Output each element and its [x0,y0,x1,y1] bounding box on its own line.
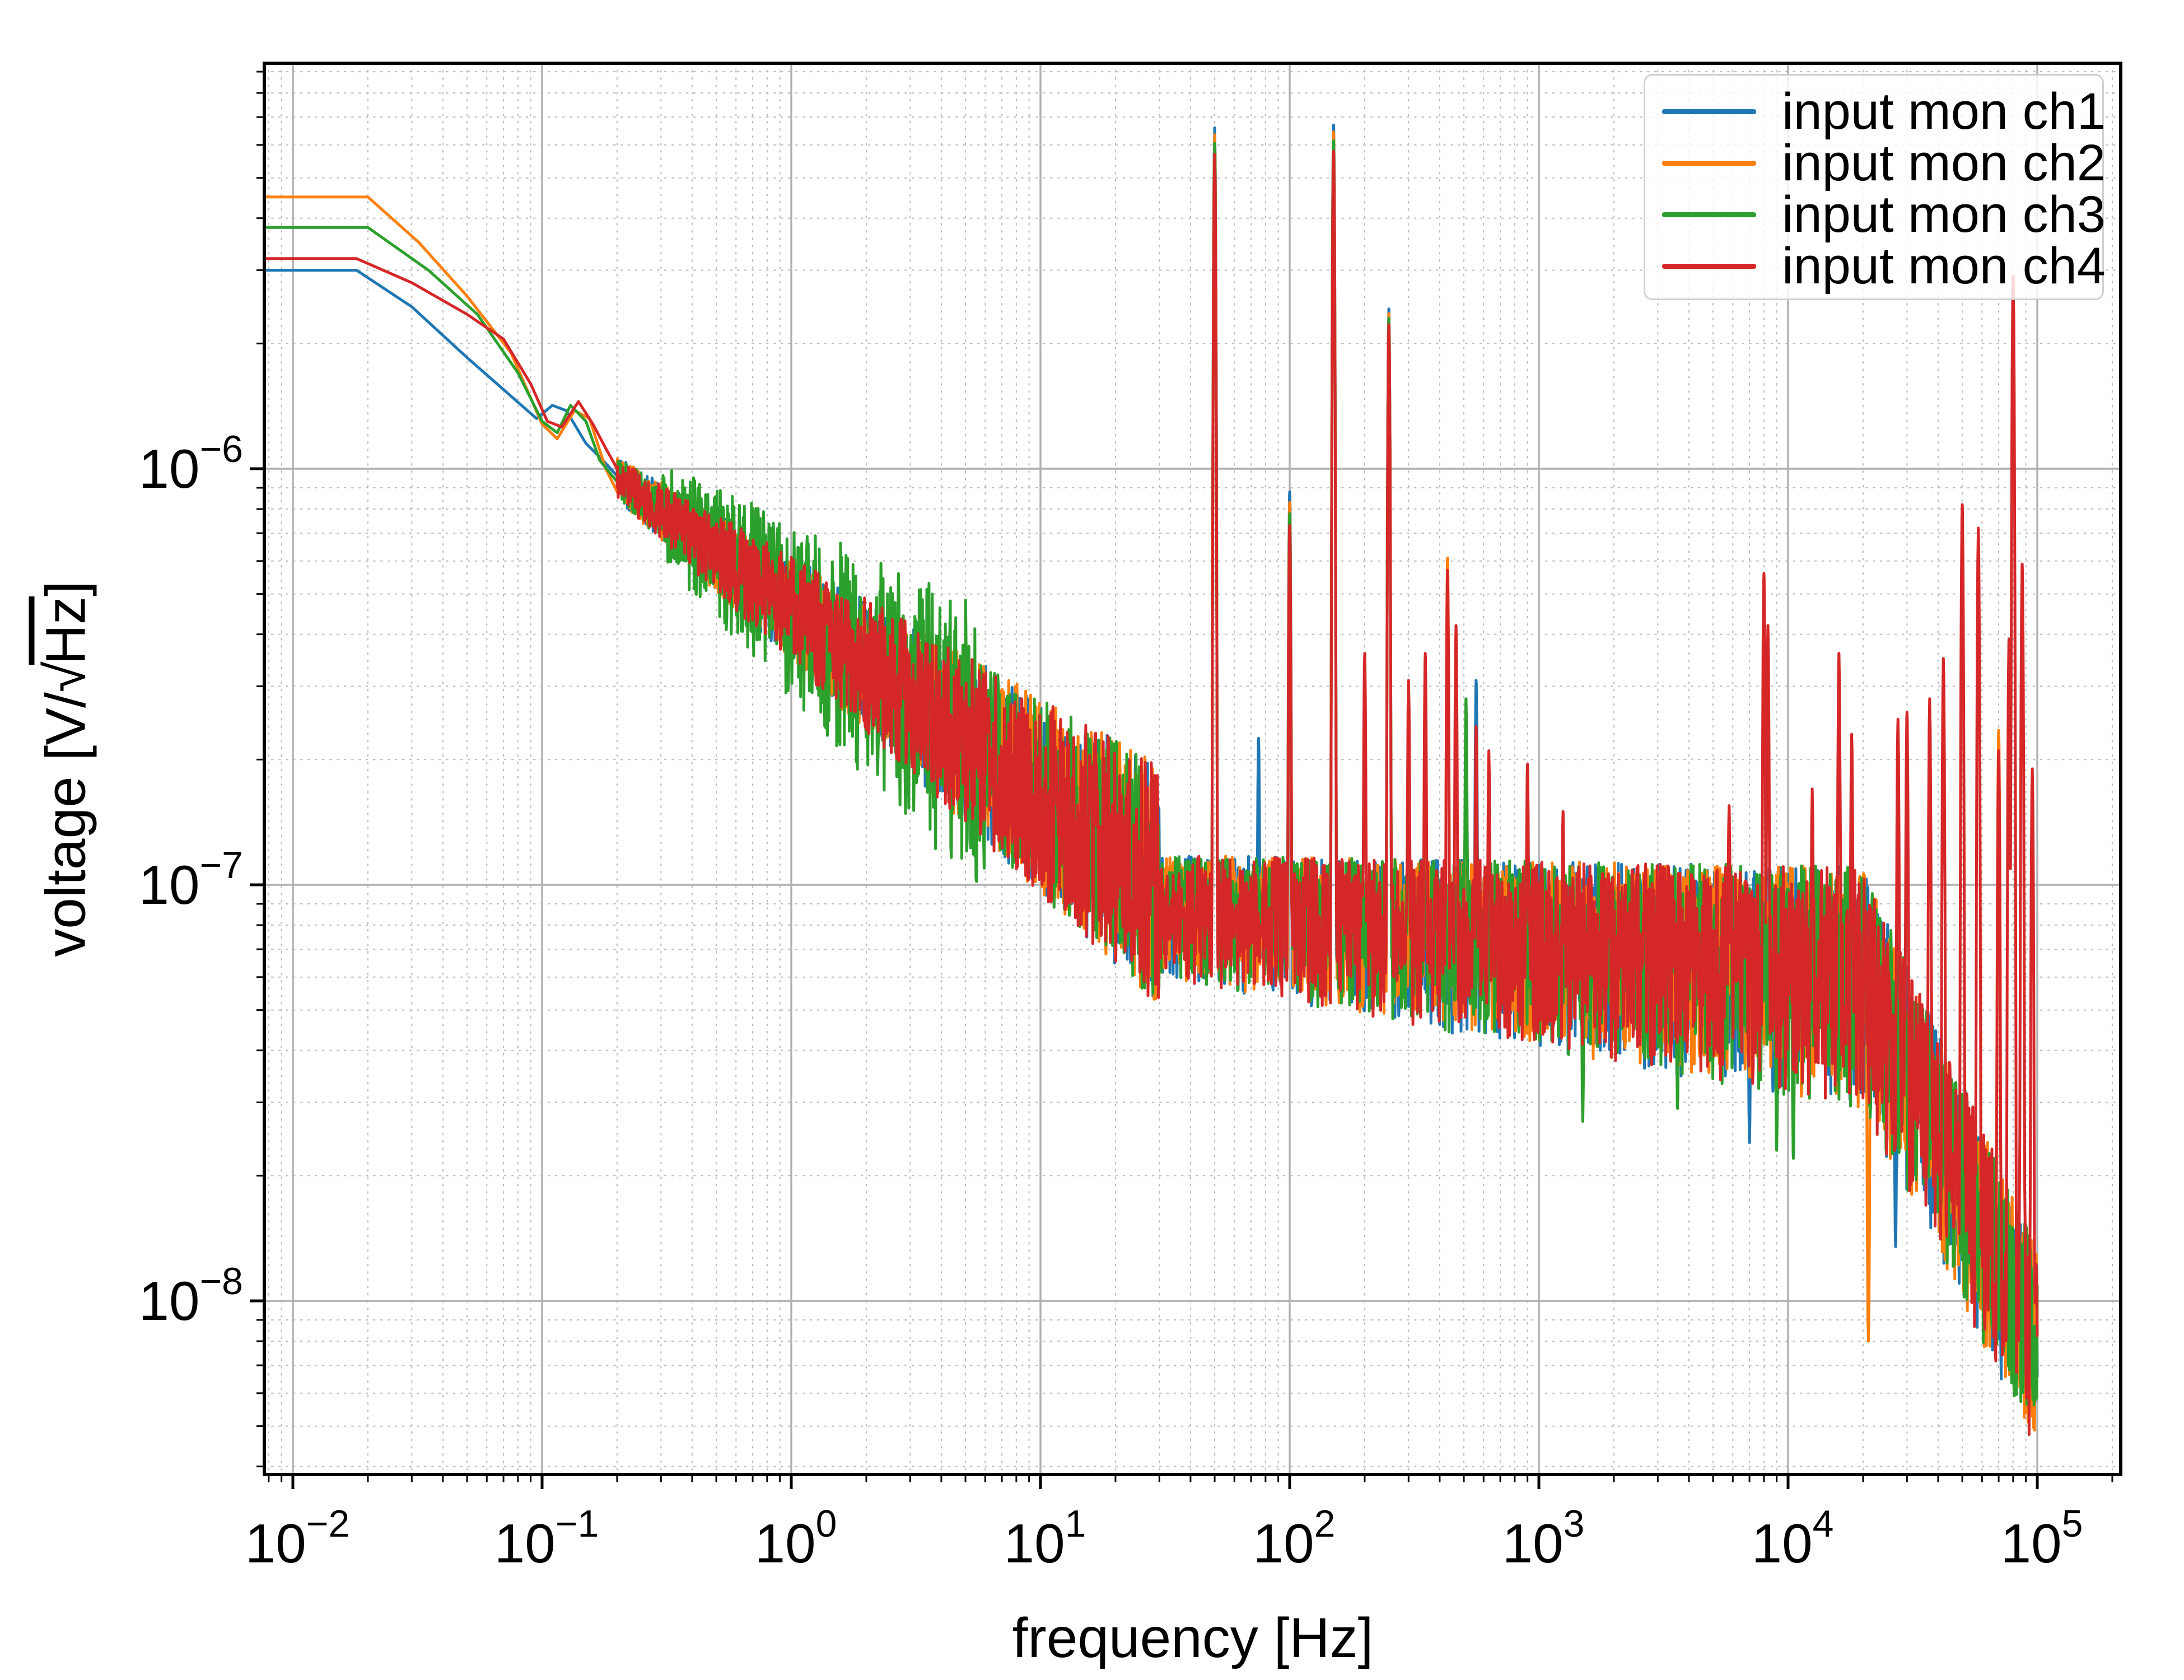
x-tick-label-1e4: 104 [1752,1502,1834,1574]
x-tick-label-1e2: 102 [1253,1502,1336,1574]
sqrt-symbol: √ [34,665,97,693]
x-tick-label-1e5: 105 [2001,1502,2083,1574]
y-tick-label-1e-8: 10−8 [138,1260,243,1332]
legend-entry-ch1: input mon ch1 [1662,86,2106,137]
legend-entry-ch3: input mon ch3 [1662,189,2106,240]
y-axis-label-radicand: Hz [34,596,97,665]
y-axis-label-suffix: ] [34,581,97,597]
x-axis-label: frequency [Hz] [1012,1607,1374,1669]
y-axis-label: voltage [V/√Hz] [34,581,99,956]
x-tick-label-1e3: 103 [1502,1502,1585,1574]
tick-labels: 10−2 10−1 100 101 102 103 104 105 10−6 10−7 10−8 [138,428,2083,1574]
x-tick-label-1e0: 100 [755,1502,837,1574]
data-series [264,123,2039,1436]
x-tick-label-1e-1: 10−1 [494,1502,599,1574]
legend-line-sample-ch3 [1662,212,1756,217]
axes-spines-and-ticks [250,62,2122,1489]
legend-label-ch3: input mon ch3 [1782,186,2106,243]
legend-line-sample-ch4 [1662,263,1756,269]
x-tick-label-1e1: 101 [1004,1502,1086,1574]
y-axis-label-prefix: voltage [V/ [34,692,97,957]
legend-label-ch1: input mon ch1 [1782,83,2106,140]
legend-label-ch4: input mon ch4 [1782,237,2106,295]
legend-entry-ch2: input mon ch2 [1662,137,2106,189]
legend-entry-ch4: input mon ch4 [1662,240,2106,292]
legend-line-sample-ch2 [1662,160,1756,166]
legend-box: input mon ch1 input mon ch2 input mon ch… [1644,74,2106,300]
y-tick-label-1e-7: 10−7 [138,844,243,916]
y-tick-label-1e-6: 10−6 [138,428,243,500]
legend-line-sample-ch1 [1662,109,1756,114]
series-line-input-mon-ch4 [264,150,2039,1436]
legend-label-ch2: input mon ch2 [1782,134,2106,192]
x-tick-label-1e-2: 10−2 [245,1502,350,1574]
